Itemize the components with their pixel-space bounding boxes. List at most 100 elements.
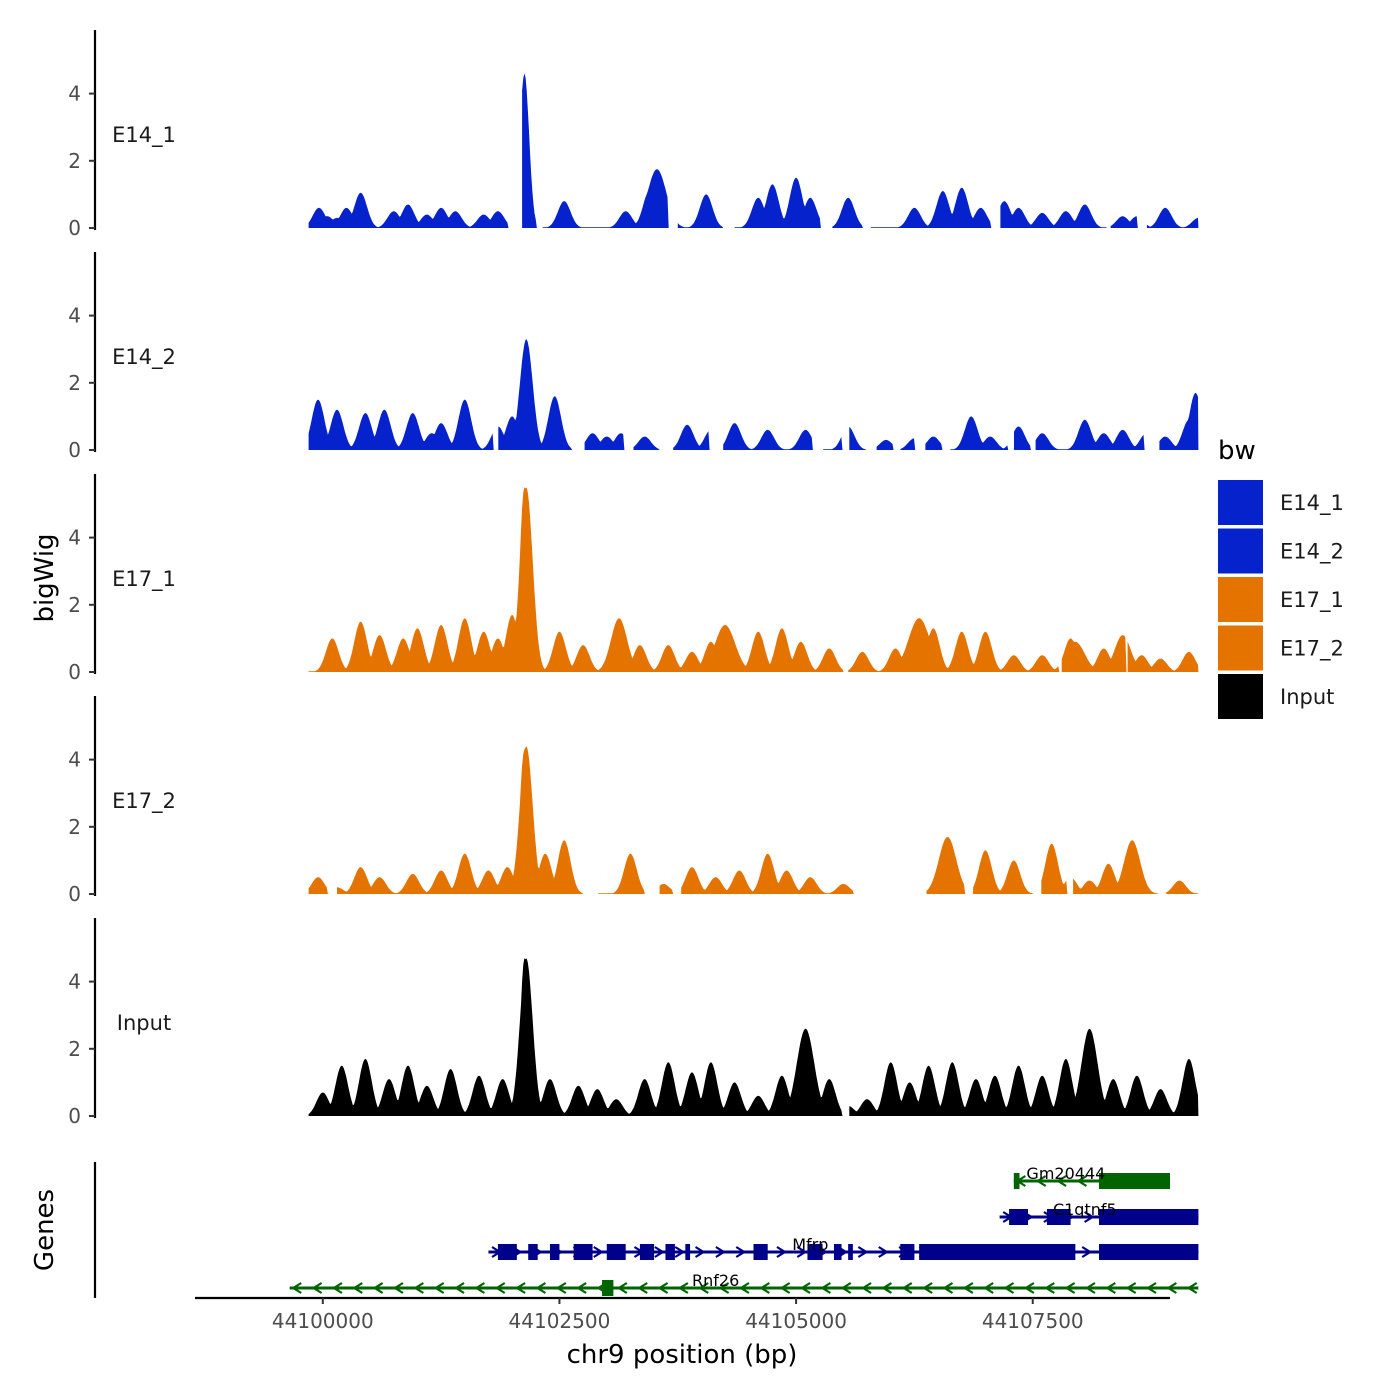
- strand-arrow: [392, 1282, 404, 1294]
- legend-item-E14_2: E14_2: [1218, 528, 1344, 574]
- strand-arrow: [694, 1246, 706, 1258]
- legend-title: bw: [1218, 436, 1256, 466]
- strand-arrow: [942, 1282, 954, 1294]
- gene-exon: [573, 1244, 593, 1260]
- strand-arrow: [413, 1282, 424, 1294]
- y-tick-label: 4: [68, 970, 81, 994]
- legend-swatch: [1218, 528, 1263, 574]
- x-tick-label: 44100000: [272, 1309, 374, 1333]
- gene-exon: [602, 1280, 614, 1296]
- gene-label: C1qtnf5: [1053, 1200, 1117, 1219]
- strand-arrow: [1084, 1282, 1096, 1294]
- y-tick-label: 0: [68, 660, 81, 684]
- legend: bw E14_1 E14_2 E17_1 E17_2 Input: [1218, 436, 1344, 719]
- strand-arrow: [593, 1246, 604, 1258]
- legend-item-E17_2: E17_2: [1218, 625, 1344, 671]
- strand-arrow: [1044, 1282, 1055, 1294]
- legend-swatch: [1218, 674, 1263, 719]
- legend-swatch: [1218, 625, 1263, 671]
- strand-arrow: [698, 1282, 709, 1294]
- strand-arrow: [352, 1282, 363, 1294]
- coverage-area-Input: [308, 958, 1199, 1116]
- legend-label: Input: [1280, 685, 1334, 709]
- strand-arrow: [372, 1282, 384, 1294]
- genes-axis-title: Genes: [30, 1189, 60, 1271]
- strand-arrow: [1076, 1175, 1088, 1187]
- gene-exon: [807, 1244, 823, 1260]
- strand-arrow: [291, 1282, 302, 1294]
- strand-arrow: [840, 1282, 852, 1294]
- track-label-Input: Input: [117, 1011, 171, 1035]
- track-E14_2: 0 2 4 E14_2: [68, 252, 1199, 462]
- track-Input: 0 2 4 Input: [68, 918, 1199, 1128]
- track-label-E14_1: E14_1: [112, 123, 176, 148]
- gene-exon: [1013, 1173, 1020, 1189]
- track-E17_2: 0 2 4 E17_2: [68, 696, 1199, 906]
- strand-arrow: [922, 1282, 933, 1294]
- y-tick-label: 4: [68, 82, 81, 106]
- legend-swatch: [1218, 480, 1263, 525]
- gene-Rnf26: Rnf26: [289, 1271, 1199, 1296]
- gene-exon: [833, 1244, 842, 1260]
- strand-arrow: [657, 1282, 669, 1294]
- strand-arrow: [654, 1246, 665, 1258]
- strand-arrow: [1145, 1282, 1157, 1294]
- gene-exon: [665, 1244, 675, 1260]
- gene-exon: [528, 1244, 538, 1260]
- strand-arrow: [983, 1282, 994, 1294]
- y-tick-label: 2: [68, 371, 81, 395]
- strand-arrow: [779, 1282, 791, 1294]
- strand-arrow: [1125, 1282, 1137, 1294]
- gene-label: Gm20444: [1026, 1164, 1105, 1183]
- gene-models: Gm20444 C1qtnf5 Mfrp Rnf26: [289, 1164, 1199, 1296]
- x-tick-label: 44107500: [982, 1309, 1084, 1333]
- strand-arrow: [311, 1282, 323, 1294]
- strand-arrow: [1186, 1282, 1198, 1294]
- gene-exon: [685, 1244, 691, 1260]
- strand-arrow: [776, 1246, 788, 1258]
- y-tick-label: 2: [68, 593, 81, 617]
- track-label-E14_2: E14_2: [112, 345, 176, 370]
- legend-swatch: [1218, 577, 1263, 622]
- gene-exon: [497, 1244, 517, 1260]
- gene-exon: [1099, 1209, 1199, 1225]
- signal-tracks: 0 2 4 E14_1 0 2 4 E14_2 0 2 4 E17_1 0 2 4 E17_2 0 2 4 Input: [68, 30, 1199, 1128]
- strand-arrow: [453, 1282, 465, 1294]
- strand-arrow: [1081, 1246, 1093, 1258]
- legend-label: E17_1: [1280, 588, 1344, 613]
- gene-exon: [848, 1244, 853, 1260]
- strand-arrow: [576, 1282, 587, 1294]
- legend-item-E17_1: E17_1: [1218, 577, 1344, 622]
- legend-label: E17_2: [1280, 637, 1344, 662]
- strand-arrow: [1166, 1282, 1177, 1294]
- coverage-area-E17_1: [308, 487, 1199, 672]
- strand-arrow: [901, 1282, 913, 1294]
- coverage-area-E14_1: [308, 73, 1199, 229]
- strand-arrow: [718, 1282, 730, 1294]
- gene-exon: [900, 1244, 915, 1260]
- x-tick-label: 44105000: [745, 1309, 847, 1333]
- strand-arrow: [1023, 1282, 1035, 1294]
- strand-arrow: [515, 1282, 526, 1294]
- strand-arrow: [474, 1282, 485, 1294]
- track-E17_1: 0 2 4 E17_1: [68, 474, 1199, 684]
- gene-exon: [753, 1244, 768, 1260]
- strand-arrow: [759, 1282, 770, 1294]
- strand-arrow: [1056, 1175, 1067, 1187]
- gene-exon: [549, 1244, 560, 1260]
- y-tick-label: 2: [68, 815, 81, 839]
- y-tick-label: 0: [68, 438, 81, 462]
- y-tick-label: 4: [68, 526, 81, 550]
- gene-exon: [639, 1244, 655, 1260]
- strand-arrow: [796, 1246, 808, 1258]
- x-axis-title: chr9 position (bp): [567, 1340, 798, 1370]
- gene-exon: [606, 1244, 626, 1260]
- y-axis-title: bigWig: [30, 533, 60, 622]
- strand-arrow: [738, 1282, 750, 1294]
- strand-arrow: [1035, 1175, 1047, 1187]
- gene-exon: [1099, 1173, 1170, 1189]
- strand-arrow: [677, 1282, 689, 1294]
- strand-arrow: [1003, 1282, 1015, 1294]
- gene-C1qtnf5: C1qtnf5: [999, 1200, 1199, 1225]
